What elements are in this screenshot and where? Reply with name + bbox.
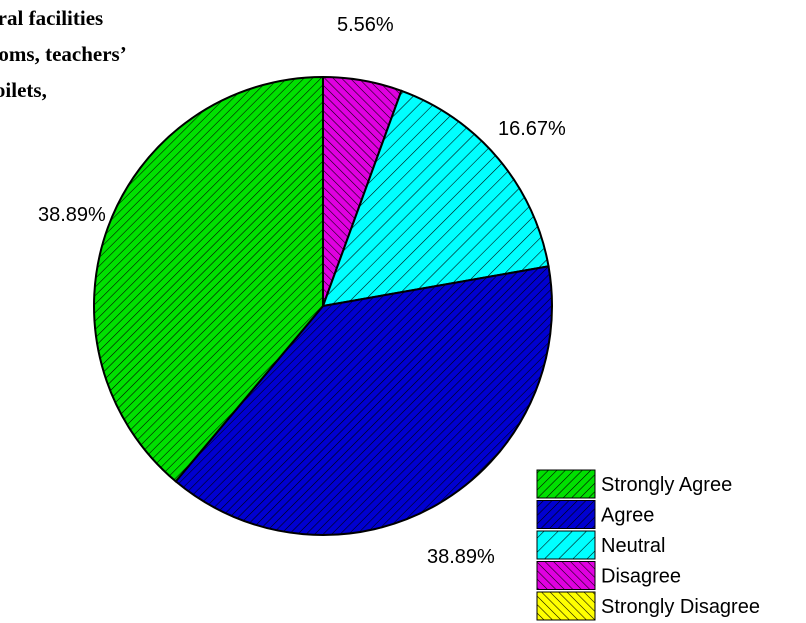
pie-slice-agree: [174, 265, 553, 536]
percent-labels: 38.89% 38.89% 16.67% 5.56%: [38, 14, 566, 568]
pie-slice-neutral: [321, 89, 550, 308]
legend-item-strongly-disagree: Strongly Disagree: [536, 591, 760, 621]
legend-label: Neutral: [601, 535, 665, 557]
legend-swatch-hatch: [536, 469, 596, 499]
pie-slice-hatch: [93, 75, 324, 483]
legend-item-neutral: Neutral: [536, 530, 665, 560]
legend-item-agree: Agree: [536, 500, 654, 529]
percent-label-agree: 38.89%: [427, 546, 495, 568]
legend: Strongly Agree Agree Neutral Disagree Strong…: [536, 469, 760, 621]
percent-label-neutral: 16.67%: [498, 118, 566, 140]
pie-slice-strongly-agree: [93, 75, 324, 483]
percent-label-strongly-agree: 38.89%: [38, 204, 106, 226]
legend-swatch-hatch: [536, 561, 596, 590]
legend-label: Strongly Agree: [601, 474, 732, 496]
pie-slice-hatch: [321, 89, 550, 308]
title-line: room, toilets,: [0, 78, 47, 102]
title-line: Structural facilities: [0, 6, 103, 30]
legend-label: Strongly Disagree: [601, 596, 760, 618]
legend-label: Agree: [601, 505, 654, 527]
legend-item-disagree: Disagree: [536, 561, 681, 590]
legend-swatch-hatch: [536, 530, 596, 560]
legend-label: Disagree: [601, 566, 681, 588]
pie-slice-disagree: [322, 75, 403, 307]
title-line: (classrooms, teachers’: [0, 42, 127, 66]
percent-label-disagree: 5.56%: [337, 14, 394, 36]
legend-item-strongly-agree: Strongly Agree: [536, 469, 732, 499]
legend-swatch-hatch: [536, 500, 596, 529]
pie-slice-hatch: [174, 265, 553, 536]
chart-title: Structural facilities (classrooms, teach…: [0, 6, 127, 102]
pie-slices: [93, 75, 553, 536]
legend-swatch-hatch: [536, 591, 596, 621]
